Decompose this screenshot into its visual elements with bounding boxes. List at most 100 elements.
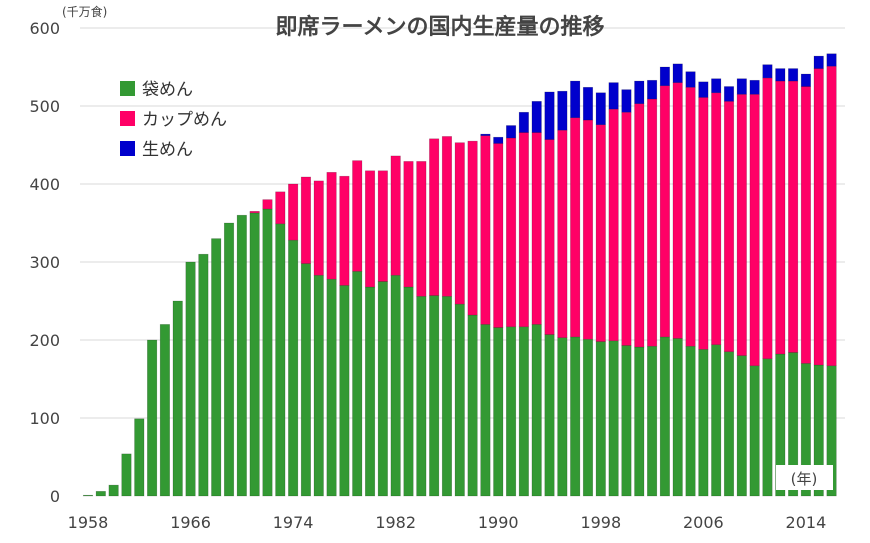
x-axis-unit: (年) — [791, 470, 818, 488]
bar-cup — [493, 143, 504, 328]
bar-bag — [95, 491, 106, 497]
bar-fresh — [480, 133, 491, 136]
x-unit-box — [776, 465, 833, 490]
bar-bag — [390, 274, 401, 497]
bar-cup — [480, 135, 491, 325]
bar-cup — [723, 101, 735, 353]
bar-fresh — [570, 80, 581, 119]
bar-bag — [467, 314, 478, 497]
bar-bag — [749, 365, 760, 497]
bar-cup — [506, 137, 517, 328]
bar-cup — [441, 136, 453, 297]
bar-cup — [826, 65, 837, 367]
x-tick-label: 1990 — [478, 513, 519, 532]
bar-fresh — [723, 86, 735, 102]
bar-bag — [595, 341, 606, 497]
bar-bag — [300, 263, 311, 497]
x-tick-labels: 1958 1966 1974 1982 1990 1998 2006 2014 — [68, 513, 827, 532]
bar-cup — [557, 129, 568, 338]
bar-bag — [621, 345, 632, 497]
bar-bag — [582, 338, 594, 497]
bar-fresh — [518, 111, 529, 133]
bar-cup — [288, 183, 299, 241]
bar-cup — [736, 94, 747, 356]
bar-cup — [416, 161, 427, 297]
bar-cup — [531, 132, 542, 325]
bar-cup — [813, 68, 824, 366]
bar-cup — [249, 211, 260, 214]
bar-bag — [634, 346, 645, 497]
bar-cup — [518, 132, 529, 328]
bar-bag — [518, 326, 529, 497]
bar-bag — [647, 345, 658, 497]
bar-bag — [172, 300, 183, 497]
bar-cup — [711, 92, 722, 345]
bar-bag — [416, 296, 427, 497]
bar-cup — [582, 119, 594, 340]
bar-cup — [775, 80, 786, 355]
bar-cup — [326, 172, 337, 280]
legend-swatch — [120, 141, 135, 156]
bar-cup — [262, 199, 273, 210]
bar-bag — [736, 355, 747, 497]
bar-bag — [134, 418, 145, 497]
bars — [82, 53, 837, 497]
bar-bag — [454, 303, 465, 497]
bar-bag — [326, 278, 337, 497]
bar-fresh — [506, 125, 517, 139]
bar-fresh — [544, 91, 555, 140]
bar-cup — [454, 142, 465, 305]
bar-bag — [608, 340, 619, 497]
y-tick-label: 0 — [50, 487, 60, 506]
y-tick-label: 600 — [29, 19, 60, 38]
bar-bag — [570, 336, 581, 497]
bar-bag — [159, 324, 170, 497]
x-tick-label: 1958 — [68, 513, 109, 532]
bar-cup — [429, 138, 440, 296]
bar-cup — [544, 139, 555, 335]
legend-label: 生めん — [142, 140, 193, 160]
bar-cup — [390, 155, 401, 276]
bar-bag — [313, 274, 324, 497]
bar-fresh — [788, 68, 799, 82]
bar-cup — [659, 85, 670, 338]
bar-bag — [544, 334, 555, 497]
bar-bag — [275, 223, 286, 497]
bar-bag — [493, 327, 504, 497]
legend-label: カップめん — [142, 110, 227, 130]
x-tick-label: 1966 — [170, 513, 211, 532]
bar-fresh — [736, 78, 747, 95]
bar-bag — [723, 351, 735, 497]
x-tick-label: 1974 — [273, 513, 314, 532]
bar-cup — [685, 86, 696, 347]
bar-cup — [377, 170, 388, 282]
bar-bag — [364, 286, 376, 497]
bar-bag — [711, 344, 722, 497]
bar-cup — [300, 176, 311, 264]
bar-cup — [749, 94, 760, 367]
y-axis-unit: (千万食) — [62, 4, 107, 19]
bar-bag — [403, 286, 414, 497]
bar-bag — [223, 222, 235, 497]
bar-cup — [313, 180, 324, 276]
x-tick-label: 1982 — [375, 513, 416, 532]
bar-cup — [788, 80, 799, 353]
x-tick-label: 2006 — [683, 513, 724, 532]
bar-cup — [275, 191, 286, 225]
bar-bag — [762, 358, 773, 497]
bar-fresh — [711, 78, 722, 94]
bar-bag — [339, 285, 350, 497]
bar-bag — [506, 326, 517, 497]
bar-bag — [185, 261, 196, 497]
bar-fresh — [647, 79, 658, 100]
bar-cup — [339, 175, 350, 286]
bar-bag — [672, 338, 683, 497]
bar-cup — [762, 77, 773, 360]
bar-bag — [659, 336, 670, 497]
bar-fresh — [672, 63, 683, 83]
bar-fresh — [813, 55, 824, 69]
bar-cup — [352, 160, 363, 272]
chart-title: 即席ラーメンの国内生産量の推移 — [275, 14, 604, 40]
